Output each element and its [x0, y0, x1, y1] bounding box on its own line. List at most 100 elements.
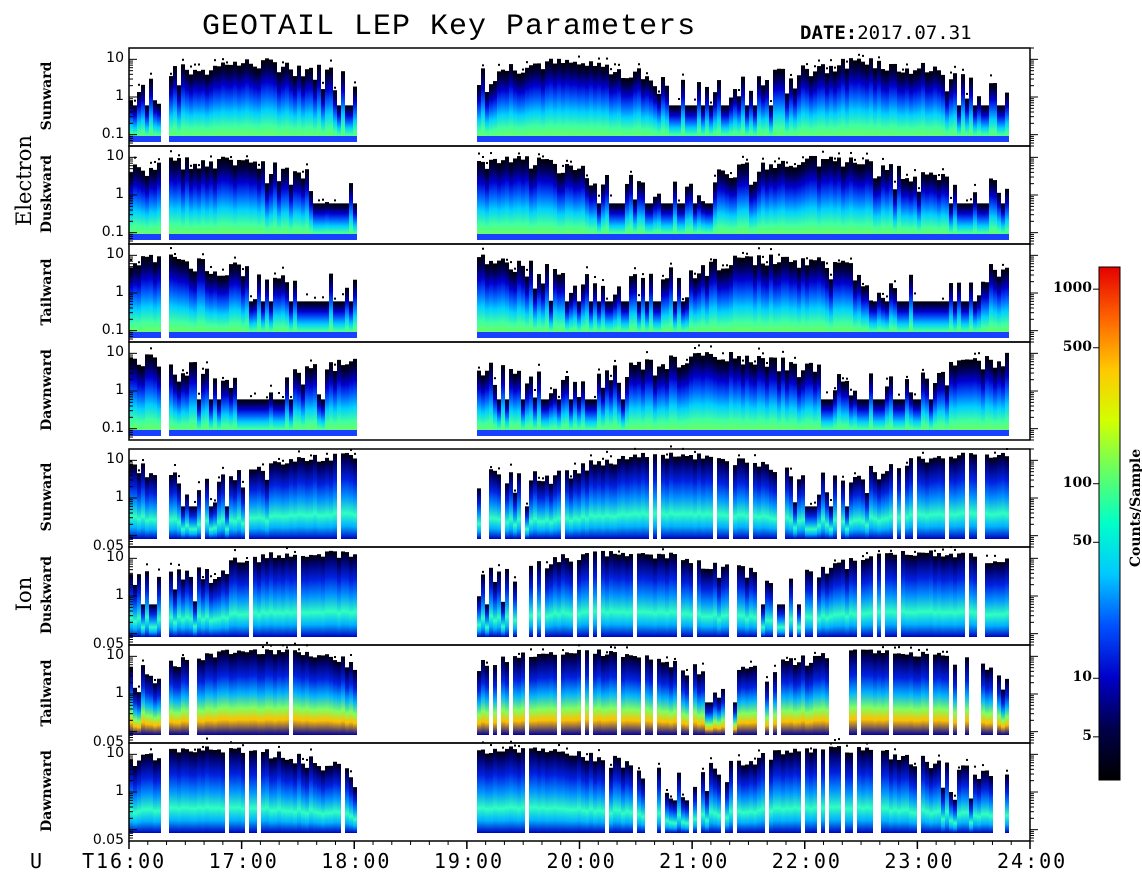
spectrogram-column — [285, 167, 289, 240]
spectrogram-column — [1001, 203, 1005, 240]
spectrogram-column — [793, 748, 797, 833]
noise-dot — [322, 81, 324, 84]
spectrogram-column — [865, 649, 869, 735]
spectrogram-column — [681, 365, 685, 436]
spectrogram-column — [281, 275, 285, 338]
low-energy-band — [205, 234, 209, 240]
spectrogram-column — [749, 666, 753, 735]
spectrogram-column — [637, 657, 641, 735]
spectrogram-column — [305, 301, 309, 338]
spectrogram-column — [345, 768, 349, 833]
spectrogram-column — [917, 399, 921, 436]
low-energy-band — [577, 234, 581, 240]
spectrogram-column — [185, 261, 189, 338]
spectrogram-column — [185, 659, 189, 735]
low-energy-band — [505, 136, 509, 142]
low-energy-band — [601, 430, 605, 436]
spectrogram-column — [301, 763, 305, 833]
spectrogram-column — [953, 301, 957, 338]
spectrogram-column — [789, 362, 793, 436]
low-energy-band — [585, 136, 589, 142]
low-energy-band — [305, 430, 309, 436]
spectrogram-column — [229, 748, 233, 833]
low-energy-band — [545, 136, 549, 142]
spectrogram-column — [773, 672, 777, 735]
spectrogram-column — [793, 665, 797, 735]
spectrogram-column — [509, 746, 513, 833]
spectrogram-column — [1001, 689, 1005, 735]
spectrogram-column — [813, 71, 817, 142]
spectrogram-column — [501, 258, 505, 338]
noise-dot — [838, 259, 840, 262]
spectrogram-column — [797, 164, 801, 240]
spectrogram-column — [621, 455, 625, 539]
noise-dot — [142, 659, 144, 662]
spectrogram-column — [181, 64, 185, 142]
x-tick-label: 21:00 — [659, 849, 730, 873]
spectrogram-column — [693, 786, 697, 833]
low-energy-band — [605, 430, 609, 436]
spectrogram-column — [981, 203, 985, 240]
noise-dot — [310, 748, 312, 751]
spectrogram-column — [489, 159, 493, 240]
spectrogram-column — [785, 467, 789, 539]
low-energy-band — [521, 332, 525, 338]
spectrogram-column — [949, 361, 953, 436]
noise-dot — [158, 568, 160, 571]
spectrogram-column — [869, 373, 873, 436]
spectrogram-column — [145, 571, 149, 637]
low-energy-band — [897, 332, 901, 338]
noise-dot — [950, 196, 952, 199]
noise-dot — [826, 391, 828, 394]
spectrogram-column — [257, 68, 261, 142]
low-energy-band — [249, 332, 253, 338]
low-energy-band — [873, 332, 877, 338]
spectrogram-column — [313, 79, 317, 142]
low-energy-band — [221, 430, 225, 436]
spectrogram-column — [977, 96, 981, 142]
noise-dot — [138, 685, 140, 688]
noise-dot — [630, 170, 632, 173]
spectrogram-column — [569, 755, 573, 833]
spectrogram-column — [825, 73, 829, 142]
spectrogram-column — [261, 161, 265, 240]
spectrogram-column — [509, 472, 513, 539]
low-energy-band — [661, 136, 665, 142]
low-energy-band — [181, 234, 185, 240]
spectrogram-column — [701, 458, 705, 539]
spectrogram-column — [705, 702, 709, 735]
noise-dot — [614, 63, 616, 66]
spectrogram-column — [157, 576, 161, 637]
noise-dot — [590, 454, 592, 457]
spectrogram-column — [181, 259, 185, 338]
low-energy-band — [785, 332, 789, 338]
spectrogram-column — [149, 473, 153, 539]
spectrogram-column — [985, 669, 989, 735]
spectrogram-column — [537, 371, 541, 436]
spectrogram-column — [505, 156, 509, 240]
spectrogram-column — [1001, 452, 1005, 539]
spectrogram-column — [613, 203, 617, 240]
spectrogram-column — [145, 256, 149, 338]
spectrogram-column — [753, 665, 757, 735]
spectrogram-column — [217, 749, 221, 833]
low-energy-band — [725, 234, 729, 240]
spectrogram-column — [625, 654, 629, 735]
spectrogram-column — [637, 68, 641, 142]
spectrogram-column — [141, 665, 145, 735]
spectrogram-column — [801, 475, 805, 539]
spectrogram-column — [801, 162, 805, 240]
low-energy-band — [849, 234, 853, 240]
spectrogram-column — [781, 160, 785, 240]
spectrogram-column — [629, 765, 633, 833]
spectrogram-column — [933, 383, 937, 436]
low-energy-band — [625, 234, 629, 240]
spectrogram-column — [225, 64, 229, 142]
low-energy-band — [685, 136, 689, 142]
spectrogram-column — [193, 69, 197, 142]
noise-dot — [850, 388, 852, 391]
low-energy-band — [969, 234, 973, 240]
spectrogram-column — [689, 356, 693, 436]
spectrogram-column — [545, 264, 549, 338]
spectrogram-column — [213, 271, 217, 338]
